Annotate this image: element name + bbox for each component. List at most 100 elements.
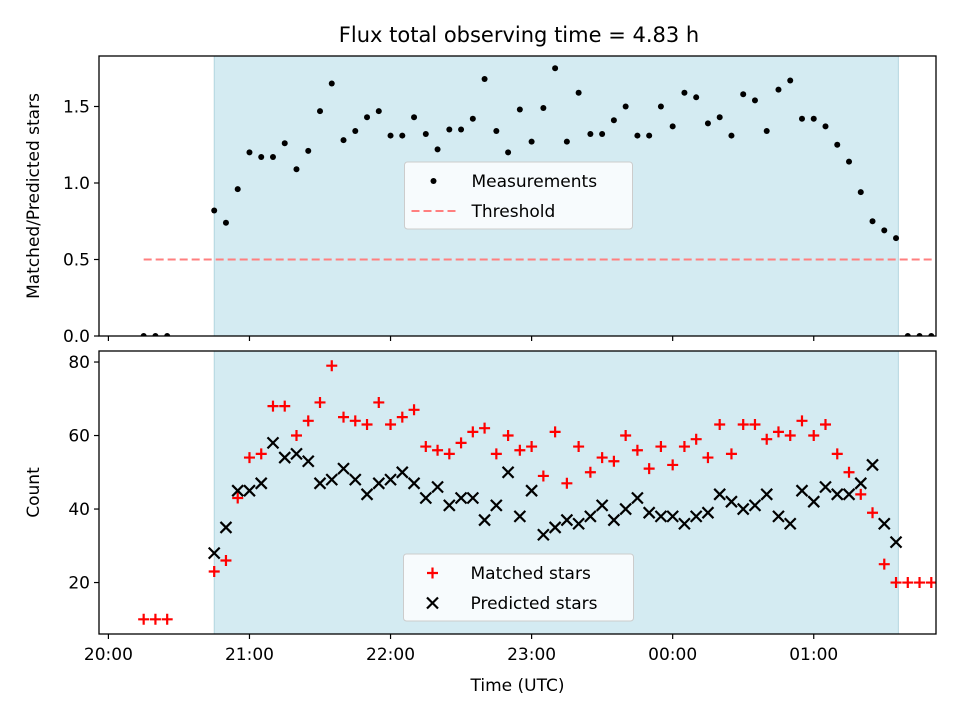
predicted-stars-point xyxy=(854,477,868,490)
predicted-stars-point xyxy=(360,488,374,501)
measurement-point xyxy=(269,153,276,160)
matched-stars-point xyxy=(455,437,467,449)
measurement-point xyxy=(704,120,711,127)
predicted-stars-point xyxy=(807,495,821,508)
measurement-point xyxy=(669,123,676,130)
predicted-stars-point xyxy=(631,491,644,505)
measurement-point xyxy=(587,131,594,138)
predicted-stars-point xyxy=(725,495,738,508)
matched-stars-point xyxy=(467,426,479,438)
matched-stars-point xyxy=(479,422,491,434)
measurement-point xyxy=(751,97,758,104)
measurement-point xyxy=(234,186,241,193)
legend-plus-marker xyxy=(427,567,438,579)
predicted-stars-point xyxy=(584,510,597,523)
predicted-stars-point xyxy=(278,451,292,464)
matched-stars-point xyxy=(243,452,255,464)
x-tick-label: 01:00 xyxy=(789,645,838,665)
predicted-stars-point xyxy=(783,517,797,531)
predicted-stars-point xyxy=(384,473,397,486)
predicted-stars-point xyxy=(501,466,515,479)
matched-stars-point xyxy=(490,448,502,460)
legend-box xyxy=(403,553,634,622)
predicted-stars-point xyxy=(301,454,315,468)
matched-stars-point xyxy=(255,448,267,460)
measurement-point xyxy=(340,137,347,144)
legend-label: Measurements xyxy=(472,172,598,192)
matched-stars-point xyxy=(526,441,538,453)
predicted-stars-point xyxy=(877,517,891,531)
predicted-stars-point xyxy=(560,513,574,527)
matched-stars-point xyxy=(761,433,773,445)
measurement-point xyxy=(469,115,476,122)
matched-stars-point xyxy=(678,441,690,453)
predicted-stars-point xyxy=(619,502,632,516)
matched-stars-point xyxy=(867,507,879,519)
measurement-point xyxy=(622,103,629,110)
predicted-stars-point xyxy=(513,510,527,523)
ratio-plot-area xyxy=(140,65,936,336)
measurement-point xyxy=(375,108,382,115)
measurement-point xyxy=(575,89,582,96)
measurement-point xyxy=(411,114,418,121)
predicted-stars-point xyxy=(572,517,585,531)
ratio-y-axis-label: Matched/Predicted stars xyxy=(24,93,44,299)
count-axes-frame xyxy=(98,350,937,635)
matched-stars-point xyxy=(290,430,302,442)
predicted-stars-point xyxy=(595,499,609,512)
measurement-point xyxy=(317,108,324,115)
matched-stars-point xyxy=(373,396,385,408)
measurement-point xyxy=(834,141,841,148)
matched-stars-point xyxy=(349,415,361,427)
y-tick-label: 20 xyxy=(68,574,90,594)
matched-stars-point xyxy=(655,441,667,453)
measurement-point xyxy=(822,123,829,130)
matched-stars-point xyxy=(808,430,820,442)
matched-stars-point xyxy=(432,444,444,456)
matched-stars-point xyxy=(620,430,632,442)
matched-stars-point xyxy=(925,577,936,589)
matched-stars-point xyxy=(784,430,796,442)
predicted-stars-point xyxy=(842,488,856,501)
measurement-point xyxy=(693,94,700,101)
measurement-point xyxy=(481,75,488,82)
x-tick-label: 20:00 xyxy=(84,645,133,665)
predicted-stars-point xyxy=(678,517,691,531)
predicted-stars-point xyxy=(219,521,233,534)
measurement-point xyxy=(552,65,559,72)
predicted-stars-point xyxy=(431,480,444,494)
matched-stars-point xyxy=(502,430,514,442)
matched-stars-point xyxy=(819,419,831,431)
matched-stars-point xyxy=(725,448,737,460)
measurement-point xyxy=(222,219,229,226)
matched-stars-point xyxy=(749,419,761,431)
matched-stars-point xyxy=(596,452,608,464)
matched-stars-point xyxy=(220,554,232,566)
measurement-point xyxy=(846,158,853,165)
legend-box xyxy=(404,161,633,230)
x-tick-label: 23:00 xyxy=(507,645,556,665)
predicted-stars-point xyxy=(254,477,268,490)
matched-stars-point xyxy=(878,558,890,570)
measurement-point xyxy=(364,114,371,121)
predicted-stars-point xyxy=(490,499,503,512)
predicted-stars-point xyxy=(537,528,550,542)
y-tick-label: 0.5 xyxy=(63,250,90,270)
matched-stars-point xyxy=(855,488,867,500)
predicted-stars-point xyxy=(819,480,832,494)
matched-stars-point xyxy=(561,477,573,489)
ratio-legend: Measurements Threshold xyxy=(404,161,633,230)
measurement-point xyxy=(857,189,864,196)
matched-stars-point xyxy=(914,577,926,589)
predicted-stars-point xyxy=(243,484,256,497)
measurement-point xyxy=(610,117,617,124)
legend-label: Predicted stars xyxy=(471,594,598,614)
ratio-panel: 0.0 0.5 1.0 1.5 Matched/Predicted stars Measu… xyxy=(24,55,937,347)
measurement-point xyxy=(328,80,335,87)
measurement-point xyxy=(716,114,723,121)
measurement-point xyxy=(422,131,429,138)
matched-stars-point xyxy=(396,411,408,423)
measurement-point xyxy=(916,333,923,336)
measurement-point xyxy=(681,89,688,96)
